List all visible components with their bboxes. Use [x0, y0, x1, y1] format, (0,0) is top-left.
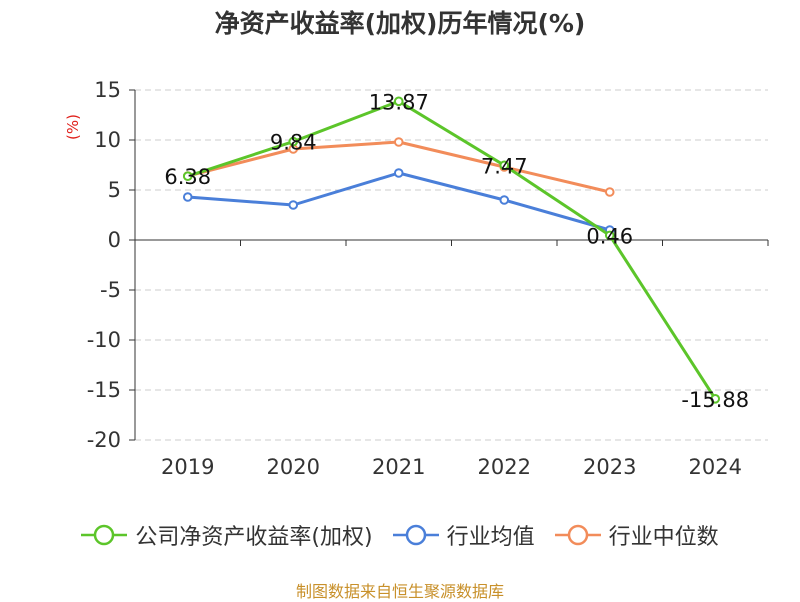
source-note: 制图数据来自恒生聚源数据库 [295, 582, 504, 601]
data-point [393, 137, 404, 147]
legend-label: 行业中位数 [608, 525, 719, 550]
legend-label: 行业均值 [446, 525, 535, 550]
legend-marker-icon [392, 524, 439, 546]
legend-item[interactable]: 行业均值 [392, 519, 535, 551]
legend-circle [94, 524, 115, 546]
legend-item[interactable]: 行业中位数 [554, 519, 719, 551]
legend-marker-icon [81, 524, 128, 546]
x-tick-label: 2021 [372, 455, 425, 479]
data-point [604, 230, 615, 241]
x-tick-label: 2024 [689, 455, 742, 479]
data-label: 13.87 [369, 90, 429, 114]
chart-title: 净资产收益率(加权)历年情况(%) [214, 9, 586, 38]
series-line [187, 99, 717, 400]
unit-label: (%) [64, 114, 82, 140]
y-tick-label: 5 [108, 178, 121, 202]
x-tick-label: 2020 [267, 455, 320, 479]
y-tick-label: -15 [87, 378, 121, 402]
y-tick-label: 15 [94, 78, 121, 102]
y-tick-label: -5 [100, 278, 121, 302]
y-tick-label: 10 [94, 128, 121, 152]
data-point [499, 160, 510, 171]
data-point [710, 394, 721, 404]
y-tick-label: -20 [87, 428, 121, 452]
y-tick-label: -10 [87, 328, 121, 352]
legend-circle [567, 524, 588, 546]
data-label: -15.88 [681, 388, 749, 412]
data-point [182, 192, 193, 202]
legend-marker-icon [554, 524, 601, 546]
series-line [187, 171, 611, 232]
data-label: 9.84 [270, 131, 317, 155]
data-point [393, 96, 404, 107]
legend: 公司净资产收益率(加权) 行业均值 行业中位数 [0, 519, 800, 551]
data-label: 6.38 [164, 165, 211, 189]
data-point [604, 187, 615, 197]
y-tick-label: 0 [108, 228, 121, 252]
legend-label: 公司净资产收益率(加权) [135, 525, 373, 550]
x-tick-label: 2019 [161, 455, 214, 479]
data-point [393, 168, 404, 178]
legend-circle [405, 524, 426, 546]
data-label: 0.46 [586, 224, 633, 248]
x-tick-label: 2022 [478, 455, 531, 479]
data-label: 7.47 [481, 154, 528, 178]
data-point [182, 171, 193, 181]
legend-item[interactable]: 公司净资产收益率(加权) [81, 519, 373, 551]
series-line [187, 140, 611, 194]
data-point [288, 200, 299, 210]
data-point [499, 195, 510, 205]
x-tick-label: 2023 [583, 455, 636, 479]
data-point [288, 136, 299, 147]
